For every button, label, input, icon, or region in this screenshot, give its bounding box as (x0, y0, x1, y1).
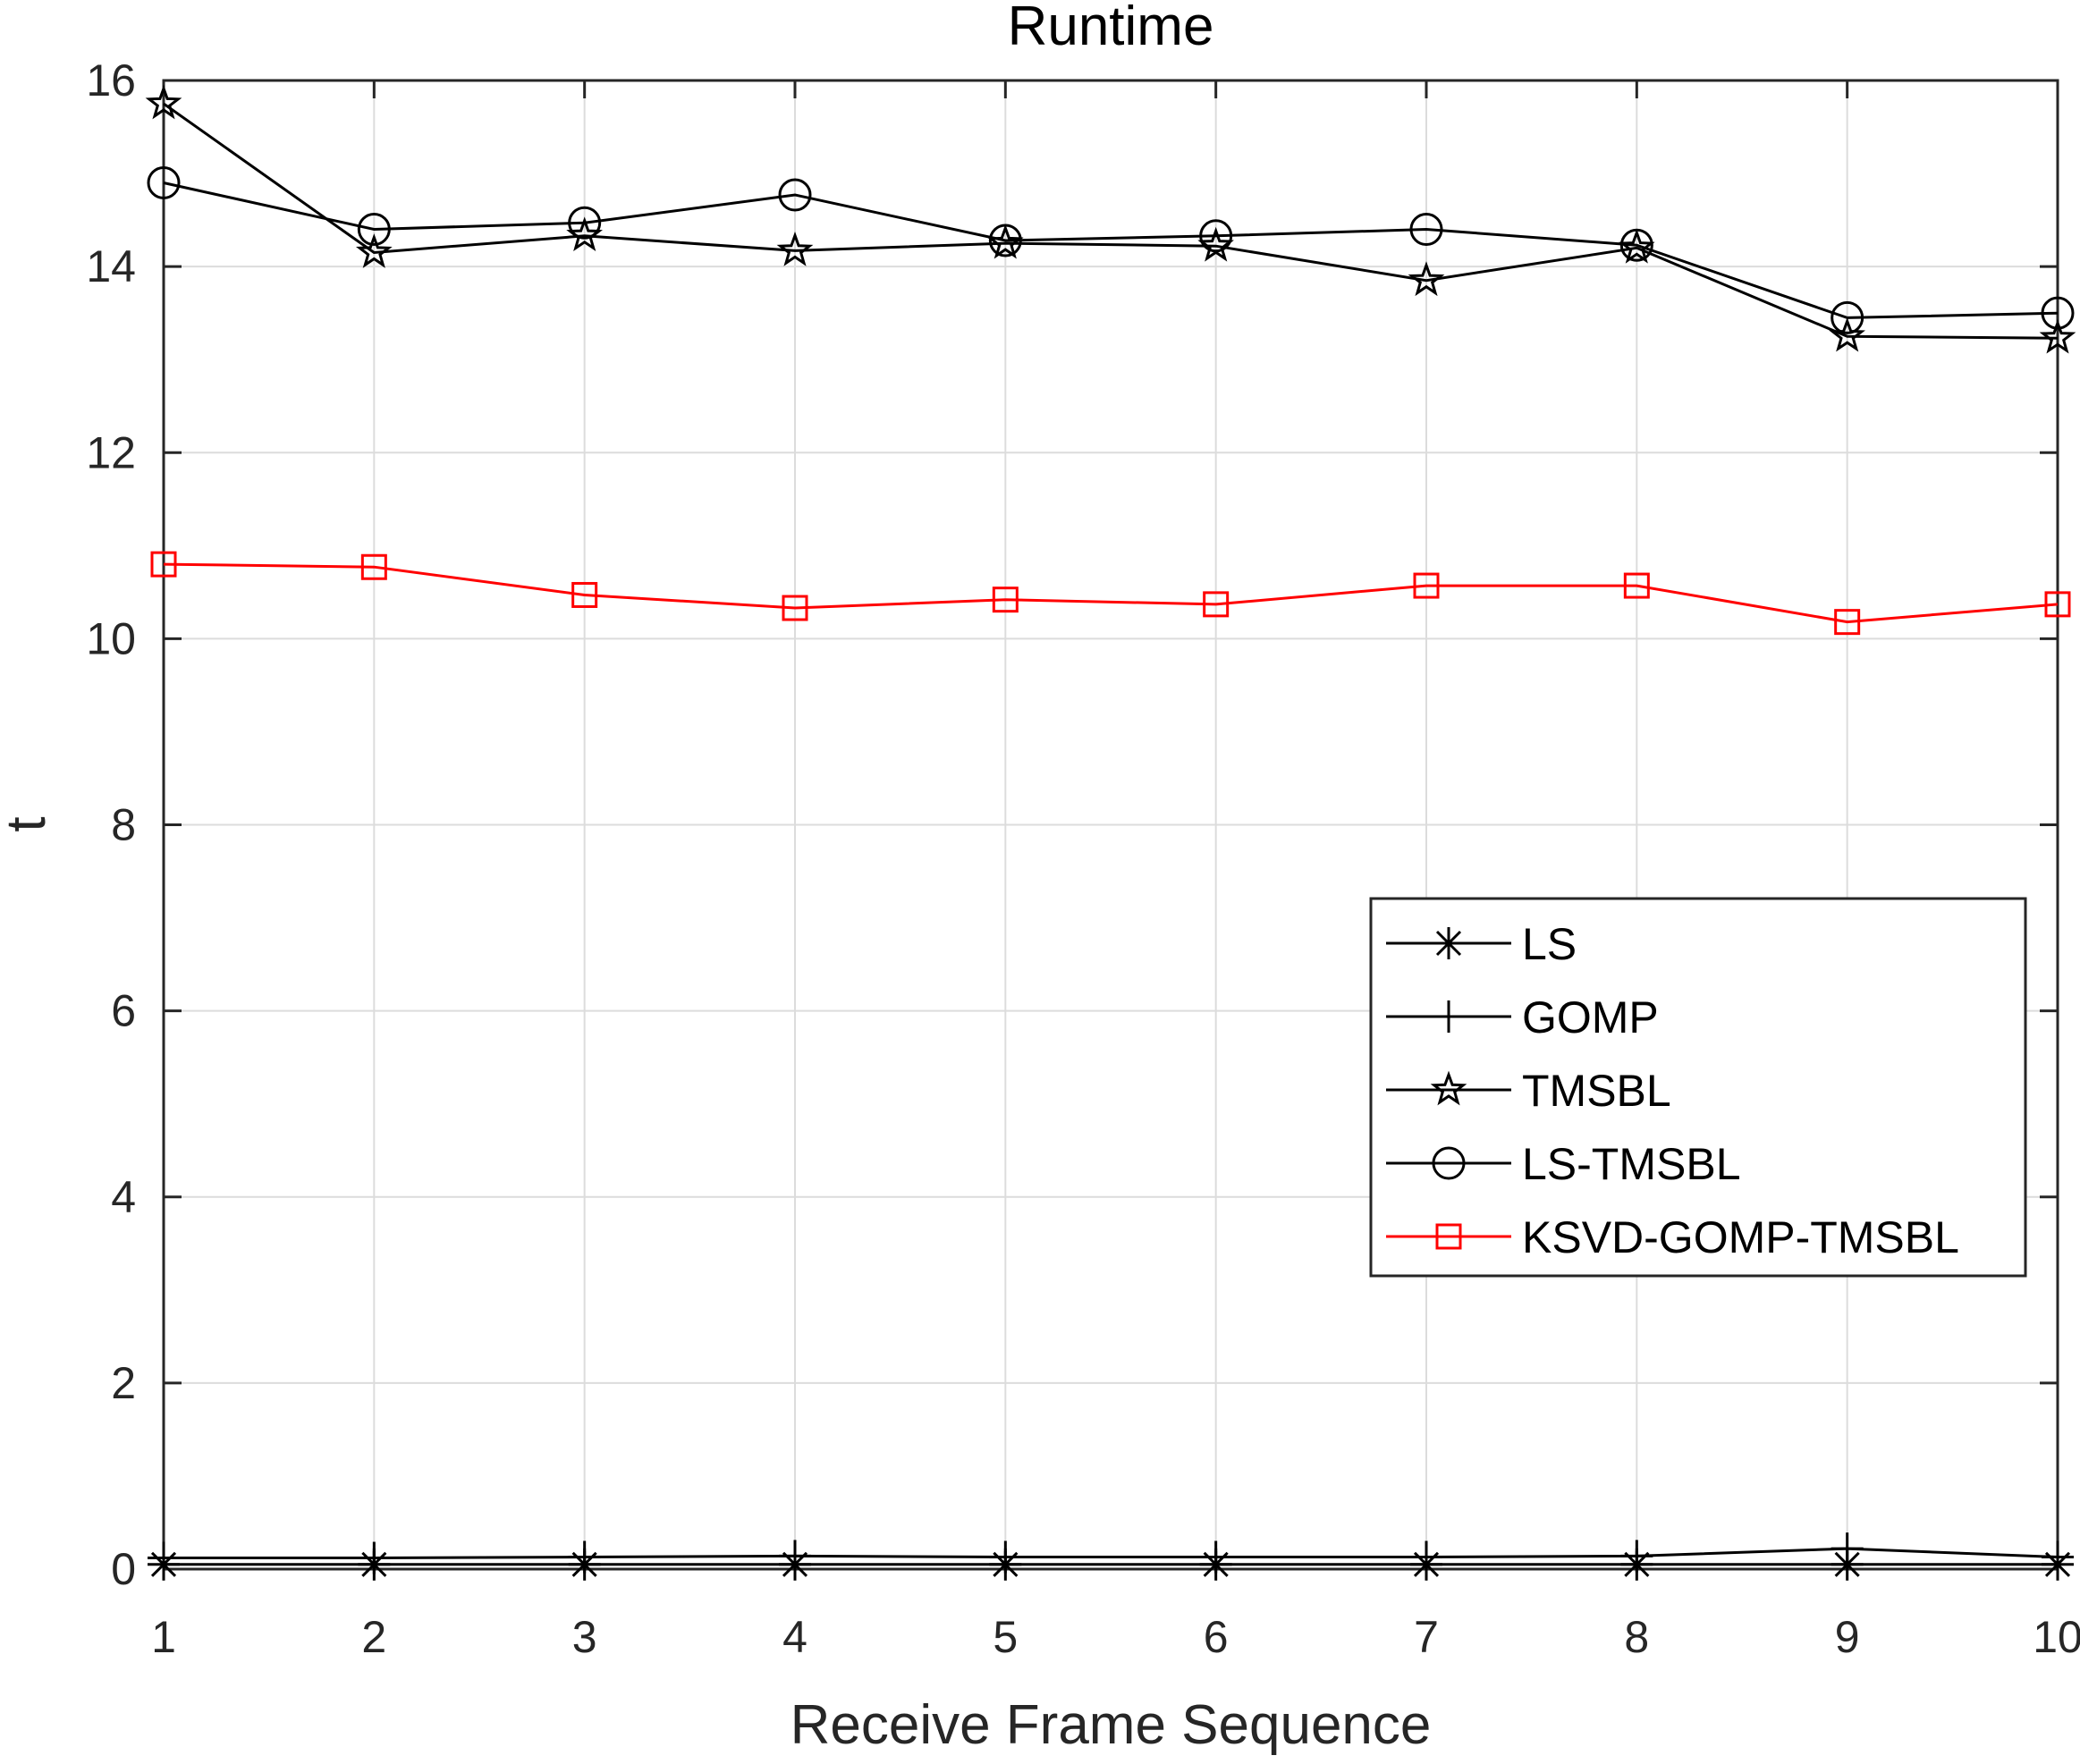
data-point-ksvd-gomp-tmsbl (1623, 572, 1650, 599)
data-point-ls-tmsbl (568, 206, 602, 240)
data-point-tmsbl (356, 233, 393, 268)
data-point-gomp (568, 1540, 601, 1574)
data-point-ls-tmsbl (357, 213, 391, 246)
x-tick-label: 6 (1204, 1612, 1229, 1662)
legend-item-ls-tmsbl: LS-TMSBL (1386, 1139, 1741, 1189)
data-point-ksvd-gomp-tmsbl (360, 553, 387, 580)
x-axis-title: Receive Frame Sequence (791, 1694, 1432, 1756)
y-tick-label: 2 (111, 1358, 136, 1408)
data-point-ksvd-gomp-tmsbl (150, 551, 177, 578)
data-point-ls-tmsbl (147, 165, 181, 199)
legend-item-gomp: GOMP (1386, 992, 1659, 1042)
data-point-gomp (1831, 1532, 1864, 1566)
y-tick-label: 4 (111, 1172, 136, 1222)
data-point-ksvd-gomp-tmsbl (2044, 591, 2071, 618)
data-point-tmsbl (2039, 318, 2076, 354)
legend-label: GOMP (1522, 992, 1659, 1042)
data-point-ls-tmsbl (1619, 228, 1653, 262)
data-point-tmsbl (776, 231, 814, 266)
series-line-ls-tmsbl (163, 181, 2059, 319)
x-tick-label: 7 (1414, 1612, 1439, 1662)
x-tick-label: 2 (361, 1612, 386, 1662)
y-axis-title: t (0, 816, 57, 831)
data-point-ls-tmsbl (988, 224, 1022, 257)
y-tick-label: 0 (111, 1544, 136, 1594)
x-tick-label: 3 (572, 1612, 597, 1662)
x-tick-label: 5 (993, 1612, 1018, 1662)
series-ls-tmsbl (147, 165, 2075, 334)
series-line-ksvd-gomp-tmsbl (163, 562, 2059, 624)
data-point-ksvd-gomp-tmsbl (1203, 591, 1230, 618)
data-point-ls-tmsbl (1831, 300, 1864, 334)
data-point-gomp (148, 1541, 180, 1574)
y-tick-label: 14 (86, 241, 136, 291)
legend-item-ls: LS (1386, 919, 1577, 969)
legend-label: TMSBL (1522, 1066, 1671, 1116)
data-point-gomp (1410, 1540, 1442, 1574)
series-line-tmsbl (163, 102, 2059, 340)
legend-label: LS (1522, 919, 1577, 969)
series-layer (145, 84, 2076, 1581)
legend-item-ksvd-gomp-tmsbl: KSVD-GOMP-TMSBL (1386, 1212, 1959, 1262)
data-point-gomp (2042, 1540, 2074, 1574)
data-point-ksvd-gomp-tmsbl (1834, 609, 1861, 636)
data-point-ls-tmsbl (2041, 296, 2075, 330)
data-point-ls-tmsbl (778, 178, 812, 212)
series-tmsbl (145, 84, 2076, 354)
legend-marker-ls (1433, 927, 1465, 959)
y-tick-label: 6 (111, 986, 136, 1036)
data-point-gomp (779, 1540, 811, 1573)
data-point-gomp (989, 1540, 1022, 1574)
legend-label: LS-TMSBL (1522, 1139, 1741, 1189)
legend-item-tmsbl: TMSBL (1386, 1066, 1671, 1116)
legend-marker-ls-tmsbl (1432, 1146, 1466, 1180)
x-tick-label: 9 (1835, 1612, 1860, 1662)
data-point-gomp (1620, 1540, 1653, 1573)
data-point-ls-tmsbl (1199, 219, 1233, 253)
data-point-ksvd-gomp-tmsbl (1413, 572, 1440, 599)
x-tick-label: 8 (1624, 1612, 1649, 1662)
data-point-ls-tmsbl (1409, 213, 1443, 246)
data-point-tmsbl (566, 216, 603, 252)
data-point-tmsbl (145, 84, 182, 120)
legend-marker-ksvd-gomp-tmsbl (1435, 1223, 1462, 1250)
legend-marker-gomp (1433, 1000, 1465, 1033)
y-tick-label: 12 (86, 427, 136, 477)
data-point-tmsbl (1408, 261, 1445, 297)
legend: LS GOMP TMSBL LS-TMSBL KSVD-GOMP-TMSBL (1369, 897, 2027, 1278)
legend-label: KSVD-GOMP-TMSBL (1522, 1212, 1959, 1262)
legend-box (1369, 897, 2027, 1278)
series-gomp (148, 1532, 2074, 1574)
series-ksvd-gomp-tmsbl (150, 551, 2071, 636)
data-point-gomp (1199, 1540, 1232, 1574)
series-line-gomp (164, 1547, 2059, 1559)
y-tick-label: 10 (86, 613, 136, 663)
data-point-ksvd-gomp-tmsbl (992, 587, 1019, 613)
x-tick-label: 4 (782, 1612, 807, 1662)
chart-title: Runtime (1008, 0, 1214, 57)
x-tick-label: 10 (2033, 1612, 2080, 1662)
data-point-gomp (358, 1541, 391, 1574)
data-point-ksvd-gomp-tmsbl (782, 595, 808, 621)
x-tick-label: 1 (151, 1612, 176, 1662)
y-tick-label: 16 (86, 55, 136, 106)
y-tick-label: 8 (111, 800, 136, 850)
legend-marker-tmsbl (1430, 1070, 1467, 1106)
data-point-tmsbl (1829, 317, 1865, 352)
data-point-ksvd-gomp-tmsbl (571, 581, 598, 608)
